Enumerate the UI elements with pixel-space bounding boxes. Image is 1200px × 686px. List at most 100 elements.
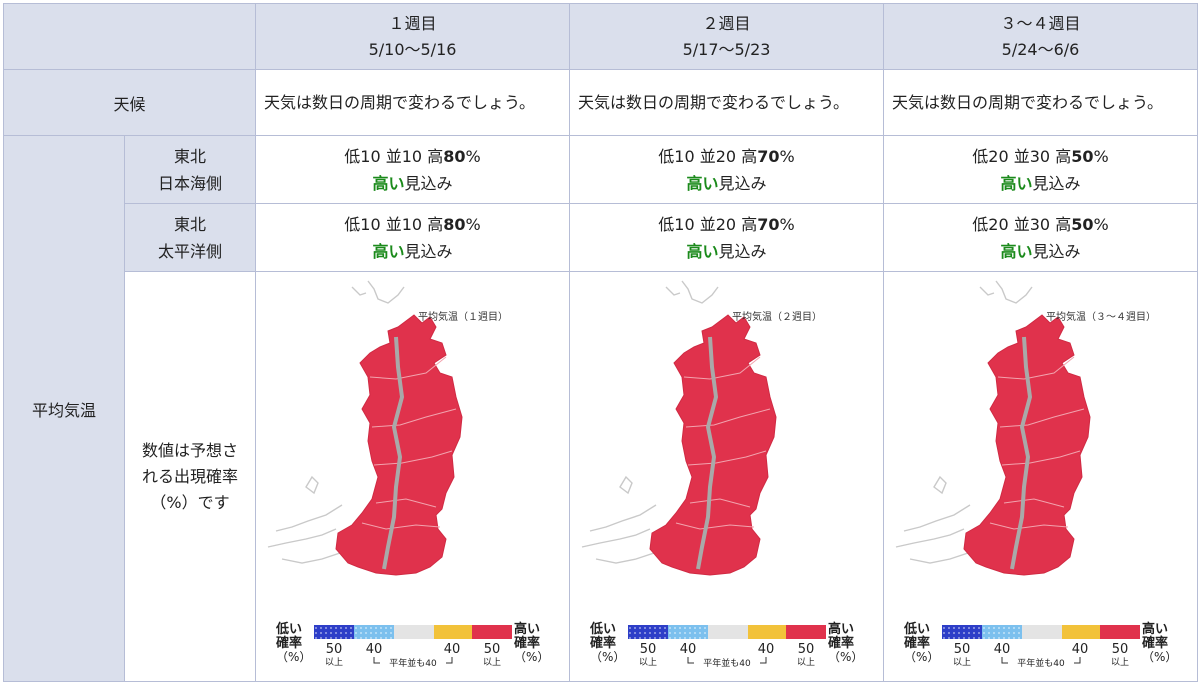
probability-note: 数値は予想さ れる出現確率 （%）です xyxy=(124,271,256,682)
weather-text-1: 天気は数日の周期で変わるでしょう。 xyxy=(255,69,570,136)
legend-dot xyxy=(988,626,990,629)
legend-dot xyxy=(335,626,337,629)
legend-dot xyxy=(659,626,661,629)
legend-dot xyxy=(639,631,641,634)
legend-dot xyxy=(375,636,377,639)
note-line: れる出現確率 xyxy=(141,466,238,486)
legend-dot xyxy=(385,636,387,639)
prefecture-border xyxy=(375,497,437,507)
legend-dot xyxy=(639,636,641,639)
legend-dot xyxy=(993,636,995,639)
prob-values: 低20 並30 高50% xyxy=(972,146,1109,166)
prefecture-border xyxy=(675,522,755,530)
legend-dot xyxy=(649,626,651,629)
legend-dot xyxy=(325,631,327,634)
legend-dot xyxy=(350,636,352,639)
map-title: 平均気温（３～４週目） xyxy=(1046,310,1156,323)
coastline xyxy=(681,280,719,304)
coastline xyxy=(351,286,367,296)
legend-dot xyxy=(694,626,696,629)
legend-high-label: 確率 xyxy=(514,635,540,651)
coastline xyxy=(933,475,947,494)
legend-dot xyxy=(963,636,965,639)
legend-dot xyxy=(973,631,975,634)
legend-tick: 50 xyxy=(640,642,657,657)
legend-dot xyxy=(948,636,950,639)
legend-normal-note: 平年並も40 xyxy=(1017,657,1065,669)
legend-dot xyxy=(674,626,676,629)
legend-dot xyxy=(380,626,382,629)
legend-dot xyxy=(998,636,1000,639)
legend-high-label: 確率 xyxy=(828,635,854,651)
legend-dot xyxy=(644,626,646,629)
legend-dot xyxy=(380,631,382,634)
legend-low-label: 確率 xyxy=(904,635,930,651)
legend-dot xyxy=(988,631,990,634)
legend-dot xyxy=(340,636,342,639)
legend-tick: 40 xyxy=(444,642,461,657)
legend-dot xyxy=(1018,626,1020,629)
prob-values: 低20 並30 高50% xyxy=(972,214,1109,234)
week-label: ２週目 xyxy=(702,13,751,33)
legend-dot xyxy=(365,626,367,629)
legend-dot xyxy=(654,636,656,639)
prob-values: 低10 並20 高70% xyxy=(658,214,795,234)
legend-dot xyxy=(689,631,691,634)
legend-dot xyxy=(694,636,696,639)
coastline xyxy=(367,280,405,304)
outlook-text: 高い見込み xyxy=(1000,173,1081,193)
legend-dot xyxy=(704,636,706,639)
prob-cell: 低20 並30 高50% 高い見込み xyxy=(883,203,1198,272)
legend-dot xyxy=(958,636,960,639)
region-label-japan-sea: 東北 日本海側 xyxy=(124,135,256,204)
coastline xyxy=(903,503,971,532)
legend-dot xyxy=(345,636,347,639)
legend-low-label: 確率 xyxy=(276,635,302,651)
legend-dot xyxy=(674,636,676,639)
legend-dot xyxy=(335,631,337,634)
coastline xyxy=(281,551,341,564)
prefecture-border xyxy=(369,356,447,380)
legend-dot xyxy=(639,626,641,629)
prob-values: 低10 並20 高70% xyxy=(658,146,795,166)
region-divider-line xyxy=(696,336,718,569)
legend-dot xyxy=(1013,631,1015,634)
legend-swatch xyxy=(1022,624,1062,639)
legend-dot xyxy=(1008,631,1010,634)
legend-dot xyxy=(689,626,691,629)
prefecture-border xyxy=(687,450,767,465)
coastline xyxy=(581,527,651,548)
legend-dot xyxy=(325,636,327,639)
prefecture-border xyxy=(1001,450,1081,465)
legend-dot xyxy=(684,631,686,634)
legend-dot xyxy=(674,631,676,634)
legend-dot xyxy=(654,631,656,634)
legend-low-label: 確率 xyxy=(590,635,616,651)
region-label-pacific: 東北 太平洋側 xyxy=(124,203,256,272)
legend-dot xyxy=(315,631,317,634)
legend-dot xyxy=(320,636,322,639)
legend-dot xyxy=(968,631,970,634)
legend-dot xyxy=(978,626,980,629)
legend-swatch xyxy=(942,624,982,639)
legend-ijou: 以上 xyxy=(483,657,501,668)
prefecture-border xyxy=(361,522,441,530)
legend-dot xyxy=(1008,626,1010,629)
coastline xyxy=(595,551,655,564)
legend-dot xyxy=(664,626,666,629)
week-header-3: ３～４週目 5/24～6/6 xyxy=(883,3,1198,70)
prefecture-border xyxy=(371,408,457,427)
legend-dot xyxy=(973,626,975,629)
legend-dot xyxy=(634,636,636,639)
legend-dot xyxy=(365,636,367,639)
legend-high-label: 高い xyxy=(1142,621,1168,637)
prefecture-border xyxy=(373,450,453,465)
legend-dot xyxy=(679,626,681,629)
legend-dot xyxy=(1003,631,1005,634)
legend-high-unit: （%） xyxy=(1142,650,1177,664)
prefecture-border xyxy=(999,408,1085,427)
weather-text-3: 天気は数日の周期で変わるでしょう。 xyxy=(883,69,1198,136)
legend-dot xyxy=(385,631,387,634)
legend-high-label: 確率 xyxy=(1142,635,1168,651)
